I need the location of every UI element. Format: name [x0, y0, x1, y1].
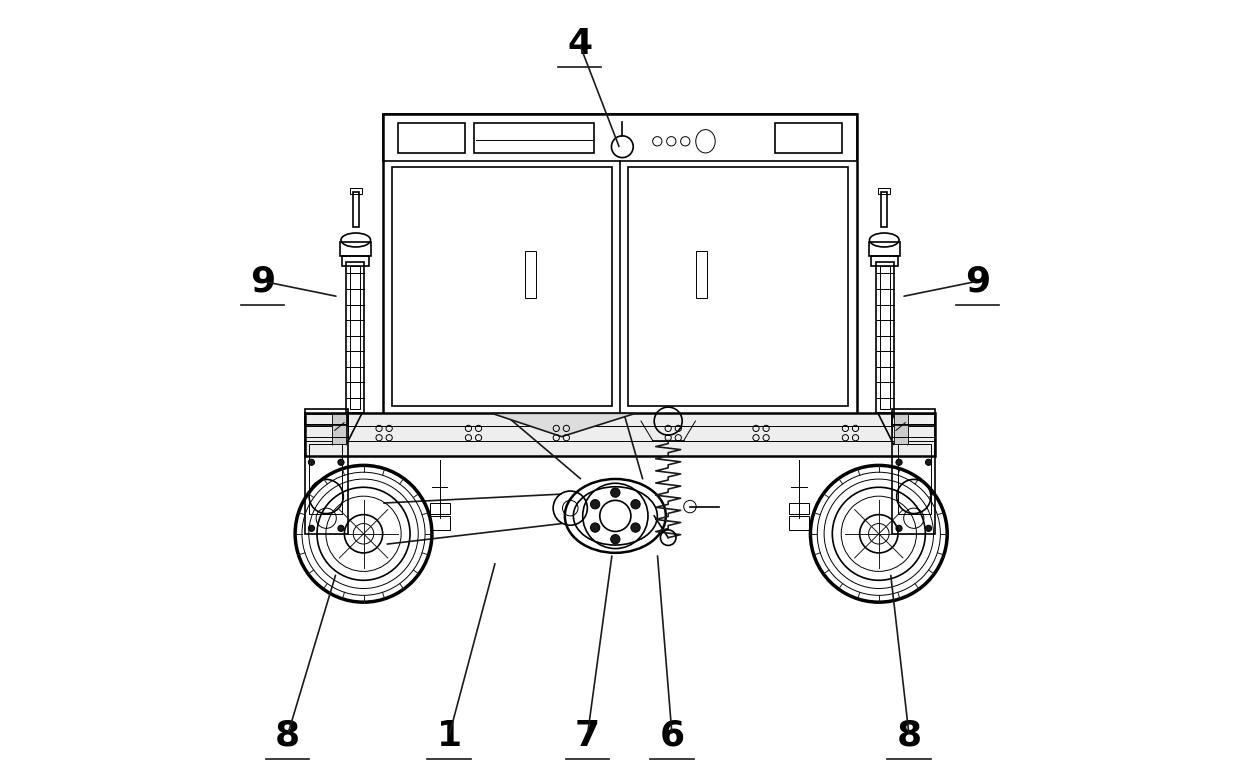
Polygon shape — [492, 413, 636, 437]
Bar — [305, 413, 935, 456]
Circle shape — [631, 523, 640, 532]
Bar — [882, 192, 888, 227]
Bar — [305, 424, 348, 437]
Bar — [892, 414, 935, 425]
Text: 8: 8 — [897, 719, 921, 753]
Bar — [696, 251, 707, 298]
Polygon shape — [332, 413, 346, 445]
Bar — [352, 192, 358, 227]
Circle shape — [925, 525, 931, 531]
Circle shape — [337, 525, 343, 531]
Text: 7: 7 — [575, 719, 600, 753]
Text: 9: 9 — [965, 264, 991, 298]
Circle shape — [309, 525, 315, 531]
Bar — [790, 516, 808, 530]
Bar — [627, 167, 848, 406]
Bar — [870, 257, 898, 266]
Bar — [342, 257, 370, 266]
Bar — [775, 123, 842, 153]
Bar — [892, 410, 935, 534]
Bar — [340, 243, 371, 257]
Text: 6: 6 — [660, 719, 684, 753]
Bar — [350, 266, 361, 410]
Polygon shape — [894, 413, 908, 445]
Bar — [383, 114, 857, 417]
Bar — [305, 410, 348, 534]
Circle shape — [590, 499, 600, 509]
Circle shape — [897, 525, 903, 531]
Circle shape — [610, 488, 620, 498]
Bar — [878, 188, 890, 194]
Bar — [869, 243, 900, 257]
Circle shape — [309, 459, 315, 466]
Circle shape — [590, 523, 600, 532]
Bar — [398, 123, 465, 153]
Bar — [877, 262, 894, 413]
Text: 1: 1 — [436, 719, 461, 753]
Bar — [350, 188, 362, 194]
Bar — [892, 424, 935, 437]
Circle shape — [610, 534, 620, 544]
Bar — [526, 251, 536, 298]
Bar — [898, 445, 931, 514]
Bar — [430, 516, 450, 530]
Bar — [879, 266, 890, 410]
Text: 4: 4 — [567, 27, 593, 61]
Bar — [346, 262, 363, 413]
Bar — [392, 167, 613, 406]
Circle shape — [631, 499, 640, 509]
Bar — [383, 114, 857, 161]
Bar — [790, 502, 808, 514]
Text: 8: 8 — [275, 719, 300, 753]
Circle shape — [897, 459, 903, 466]
Bar — [305, 414, 348, 425]
Bar — [474, 123, 594, 153]
Circle shape — [337, 459, 343, 466]
Bar — [430, 502, 450, 514]
Text: 9: 9 — [249, 264, 275, 298]
Bar — [309, 445, 342, 514]
Circle shape — [925, 459, 931, 466]
